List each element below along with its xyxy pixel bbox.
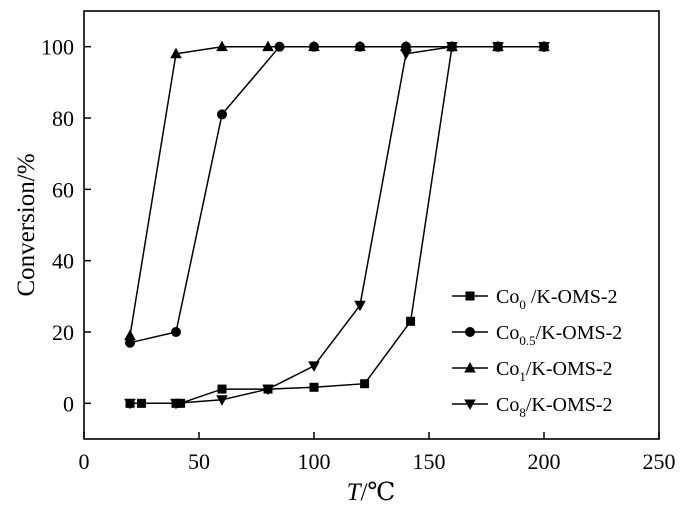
legend-label-rest: /K-OMS-2 (526, 358, 613, 380)
legend-marker (465, 291, 475, 301)
series-line (129, 45, 544, 336)
data-point (400, 49, 412, 60)
y-tick-label: 100 (41, 35, 74, 60)
x-axis-variable: T (347, 479, 363, 506)
data-point (308, 40, 320, 52)
data-point (360, 379, 370, 389)
data-point (538, 42, 550, 53)
data-point (125, 337, 135, 348)
data-point (216, 395, 228, 406)
legend-label-subscript: 0.5 (519, 333, 535, 348)
legend-label-rest: /K-OMS-2 (536, 322, 623, 344)
data-point (217, 384, 227, 394)
legend-item: Co0 /K-OMS-2 (452, 286, 618, 312)
data-point (124, 398, 136, 410)
x-axis-title: T/℃ (347, 479, 396, 506)
y-tick-label: 60 (52, 177, 74, 202)
series-triangle-up (124, 40, 550, 341)
legend-label: Co0.5/K-OMS-2 (496, 322, 622, 348)
data-point (354, 40, 366, 52)
data-point (406, 316, 416, 326)
series-triangle-down (124, 42, 550, 410)
legend-item: Co8/K-OMS-2 (452, 394, 613, 420)
legend-marker (464, 399, 476, 410)
legend-label-base: Co (496, 358, 519, 380)
data-point (216, 40, 228, 52)
series-line (130, 45, 544, 405)
data-point (262, 384, 274, 396)
data-point (170, 398, 182, 410)
legend-label-rest: /K-OMS-2 (526, 286, 618, 308)
data-point (262, 40, 274, 52)
data-point (446, 42, 458, 53)
series-circle (125, 41, 549, 348)
x-axis-unit: /℃ (360, 479, 395, 506)
x-tick-label: 0 (79, 449, 90, 474)
data-point (217, 109, 227, 120)
legend-label: Co8/K-OMS-2 (496, 394, 613, 420)
legend-label-base: Co (496, 394, 519, 416)
legend-item: Co1/K-OMS-2 (452, 358, 613, 384)
x-tick-label: 100 (298, 449, 331, 474)
y-tick-label: 0 (63, 391, 74, 416)
legend-item: Co0.5/K-OMS-2 (452, 322, 622, 348)
legend-label-rest: /K-OMS-2 (526, 394, 613, 416)
plot-frame (83, 10, 660, 440)
legend-label-base: Co (496, 286, 519, 308)
x-tick-label: 50 (188, 449, 210, 474)
legend-label: Co1/K-OMS-2 (496, 358, 613, 384)
y-tick-label: 80 (52, 106, 74, 131)
legend-marker (464, 362, 476, 373)
data-point (309, 382, 319, 392)
y-tick-label: 20 (52, 320, 74, 345)
series-line (130, 45, 544, 405)
series-square (125, 42, 549, 408)
legend-label-subscript: 1 (519, 369, 526, 384)
x-tick-label: 150 (413, 449, 446, 474)
data-point (492, 42, 504, 53)
legend-label-subscript: 0 (519, 297, 526, 312)
legend-label-subscript: 8 (519, 405, 526, 420)
y-tick-label: 40 (52, 249, 74, 274)
legend: Co0 /K-OMS-2Co0.5/K-OMS-2Co1/K-OMS-2Co8/… (452, 286, 622, 420)
data-point (170, 47, 182, 59)
data-point (308, 361, 320, 372)
series-line (129, 45, 544, 344)
x-tick-label: 200 (528, 449, 561, 474)
series-layer (124, 40, 550, 410)
data-point (400, 40, 412, 52)
x-tick-label: 250 (643, 449, 676, 474)
data-point (171, 327, 181, 337)
legend-marker (465, 327, 475, 337)
legend-label-base: Co (496, 322, 519, 344)
y-axis-title: Conversion/% (13, 153, 40, 296)
legend-label: Co0 /K-OMS-2 (496, 286, 618, 312)
data-point (124, 329, 136, 341)
data-point (354, 300, 366, 312)
